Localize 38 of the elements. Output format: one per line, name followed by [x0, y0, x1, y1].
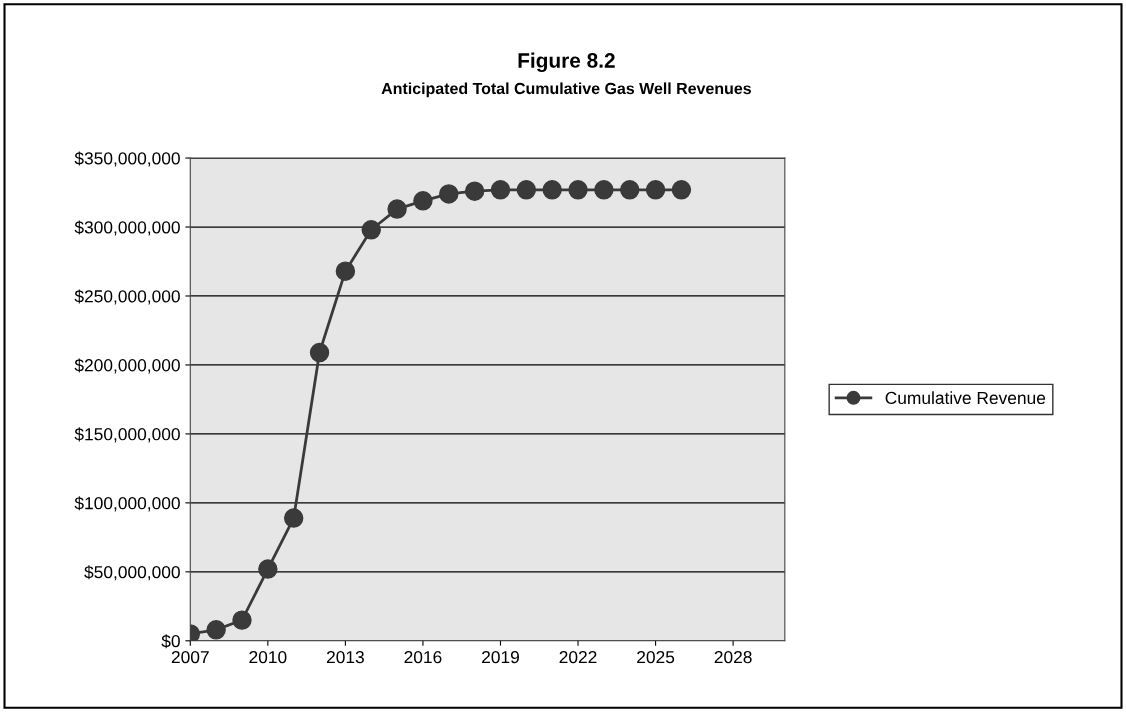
point — [568, 180, 588, 200]
x-tick-label: 2025 — [637, 650, 675, 664]
point — [361, 220, 381, 240]
point — [464, 181, 485, 201]
point — [206, 620, 226, 640]
point — [232, 610, 252, 630]
x-tick-label: 2010 — [249, 650, 287, 664]
point — [283, 508, 304, 528]
chart-title: Figure 8.2 — [518, 52, 615, 73]
point — [413, 191, 433, 211]
x-tick-label: 2007 — [171, 650, 209, 664]
point — [594, 180, 614, 200]
y-tick-label: $50,000,000 — [84, 565, 180, 581]
point — [645, 180, 666, 200]
point — [387, 199, 407, 219]
point — [516, 180, 537, 200]
point — [309, 342, 330, 363]
point — [335, 261, 356, 281]
chart-subtitle: Anticipated Total Cumulative Gas Well Revenues — [381, 82, 751, 98]
point — [620, 180, 640, 200]
point — [490, 180, 511, 200]
x-tick-label: 2019 — [482, 650, 519, 664]
point — [542, 180, 562, 200]
y-tick-label: $250,000,000 — [74, 289, 180, 305]
point — [258, 559, 278, 579]
point — [671, 180, 692, 200]
y-tick-label: $200,000,000 — [74, 358, 180, 374]
y-tick-label: $100,000,000 — [74, 496, 180, 512]
legend-label: Cumulative Revenue — [885, 391, 1046, 405]
x-tick-label: 2028 — [714, 650, 752, 664]
x-tick-label: 2022 — [559, 650, 597, 664]
x-tick-label: 2016 — [404, 650, 442, 664]
x-tick-label: 2013 — [326, 650, 364, 664]
y-tick-label: $150,000,000 — [74, 427, 180, 443]
point — [439, 184, 459, 204]
y-tick-label: $350,000,000 — [74, 151, 180, 167]
y-tick-label: $300,000,000 — [74, 220, 180, 236]
y-tick-label: $0 — [161, 634, 180, 649]
